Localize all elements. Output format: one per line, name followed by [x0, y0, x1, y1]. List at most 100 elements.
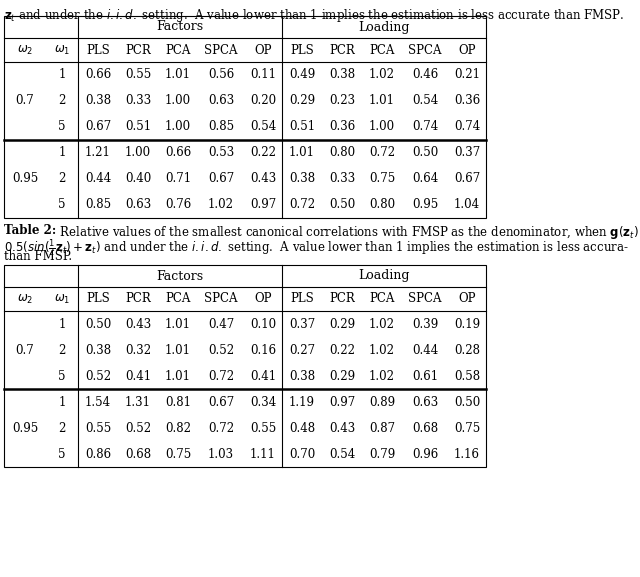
Text: 0.11: 0.11	[250, 69, 276, 81]
Text: 0.36: 0.36	[329, 121, 355, 133]
Text: 0.38: 0.38	[289, 369, 315, 383]
Text: Table 2:: Table 2:	[4, 224, 56, 237]
Text: Loading: Loading	[358, 269, 410, 283]
Text: 0.54: 0.54	[329, 448, 355, 460]
Text: PLS: PLS	[86, 43, 110, 57]
Text: 0.97: 0.97	[329, 395, 355, 409]
Text: 0.40: 0.40	[125, 173, 151, 185]
Text: 0.68: 0.68	[412, 422, 438, 434]
Text: 0.53: 0.53	[208, 147, 234, 159]
Text: OP: OP	[254, 293, 272, 305]
Text: 0.66: 0.66	[165, 147, 191, 159]
Text: 0.75: 0.75	[454, 422, 480, 434]
Text: 0.38: 0.38	[329, 69, 355, 81]
Text: 0.48: 0.48	[289, 422, 315, 434]
Text: SPCA: SPCA	[204, 43, 237, 57]
Text: 0.23: 0.23	[329, 95, 355, 107]
Text: PCR: PCR	[125, 43, 151, 57]
Text: 0.37: 0.37	[454, 147, 480, 159]
Text: PCA: PCA	[165, 43, 191, 57]
Text: 1.00: 1.00	[369, 121, 395, 133]
Text: 0.43: 0.43	[125, 317, 151, 331]
Text: 0.70: 0.70	[289, 448, 315, 460]
Text: PCR: PCR	[125, 293, 151, 305]
Text: 0.85: 0.85	[85, 198, 111, 212]
Text: 1.19: 1.19	[289, 395, 315, 409]
Text: $\omega_1$: $\omega_1$	[54, 43, 70, 57]
Text: 5: 5	[58, 369, 66, 383]
Text: 0.72: 0.72	[208, 369, 234, 383]
Text: PLS: PLS	[290, 293, 314, 305]
Text: 0.97: 0.97	[250, 198, 276, 212]
Text: 1.00: 1.00	[125, 147, 151, 159]
Text: 1.54: 1.54	[85, 395, 111, 409]
Text: PLS: PLS	[86, 293, 110, 305]
Text: 1.01: 1.01	[165, 69, 191, 81]
Text: 1.04: 1.04	[454, 198, 480, 212]
Text: 0.7: 0.7	[15, 95, 35, 107]
Text: 0.71: 0.71	[165, 173, 191, 185]
Text: $\mathbf{z}_t$ and under the $i.i.d.$ setting.  A value lower than 1 implies the: $\mathbf{z}_t$ and under the $i.i.d.$ se…	[4, 7, 625, 24]
Text: PCA: PCA	[369, 293, 395, 305]
Text: 0.10: 0.10	[250, 317, 276, 331]
Text: 1: 1	[58, 147, 66, 159]
Text: 0.74: 0.74	[412, 121, 438, 133]
Text: PCR: PCR	[329, 293, 355, 305]
Text: 2: 2	[58, 343, 66, 357]
Text: 0.81: 0.81	[165, 395, 191, 409]
Text: 0.46: 0.46	[412, 69, 438, 81]
Text: 0.44: 0.44	[412, 343, 438, 357]
Text: 1.02: 1.02	[208, 198, 234, 212]
Text: 0.51: 0.51	[125, 121, 151, 133]
Text: 0.63: 0.63	[412, 395, 438, 409]
Text: 1.01: 1.01	[165, 317, 191, 331]
Text: 5: 5	[58, 198, 66, 212]
Text: 0.27: 0.27	[289, 343, 315, 357]
Text: 0.80: 0.80	[329, 147, 355, 159]
Text: PLS: PLS	[290, 43, 314, 57]
Bar	[4, 265, 486, 467]
Text: 2: 2	[58, 173, 66, 185]
Text: 0.87: 0.87	[369, 422, 395, 434]
Text: $0.5(sin(\frac{1}{2}\mathbf{z}_t) + \mathbf{z}_t)$ and under the $i.i.d.$ settin: $0.5(sin(\frac{1}{2}\mathbf{z}_t) + \mat…	[4, 237, 628, 258]
Text: 0.63: 0.63	[125, 198, 151, 212]
Text: 2: 2	[58, 95, 66, 107]
Text: 0.7: 0.7	[15, 343, 35, 357]
Text: $\omega_2$: $\omega_2$	[17, 293, 33, 306]
Text: 1.00: 1.00	[165, 121, 191, 133]
Text: 1.01: 1.01	[289, 147, 315, 159]
Text: 0.28: 0.28	[454, 343, 480, 357]
Text: 0.41: 0.41	[125, 369, 151, 383]
Text: SPCA: SPCA	[408, 43, 442, 57]
Text: 1.01: 1.01	[165, 343, 191, 357]
Text: 0.49: 0.49	[289, 69, 315, 81]
Text: 1: 1	[58, 317, 66, 331]
Text: 0.67: 0.67	[208, 173, 234, 185]
Text: $\omega_1$: $\omega_1$	[54, 293, 70, 306]
Text: 0.41: 0.41	[250, 369, 276, 383]
Text: 0.66: 0.66	[85, 69, 111, 81]
Text: 0.55: 0.55	[250, 422, 276, 434]
Text: 0.47: 0.47	[208, 317, 234, 331]
Text: 5: 5	[58, 448, 66, 460]
Text: 1.31: 1.31	[125, 395, 151, 409]
Text: 0.43: 0.43	[250, 173, 276, 185]
Text: 0.43: 0.43	[329, 422, 355, 434]
Text: Relative values of the smallest canonical correlations with FMSP as the denomina: Relative values of the smallest canonica…	[56, 224, 639, 241]
Text: Loading: Loading	[358, 21, 410, 33]
Text: 0.80: 0.80	[369, 198, 395, 212]
Text: 0.16: 0.16	[250, 343, 276, 357]
Text: 1.21: 1.21	[85, 147, 111, 159]
Text: 1: 1	[58, 69, 66, 81]
Text: 0.74: 0.74	[454, 121, 480, 133]
Text: 0.22: 0.22	[329, 343, 355, 357]
Text: 0.55: 0.55	[125, 69, 151, 81]
Text: 0.36: 0.36	[454, 95, 480, 107]
Text: 1.02: 1.02	[369, 343, 395, 357]
Text: 0.50: 0.50	[412, 147, 438, 159]
Text: 0.76: 0.76	[165, 198, 191, 212]
Text: 0.79: 0.79	[369, 448, 395, 460]
Text: PCR: PCR	[329, 43, 355, 57]
Text: 0.58: 0.58	[454, 369, 480, 383]
Text: 0.50: 0.50	[454, 395, 480, 409]
